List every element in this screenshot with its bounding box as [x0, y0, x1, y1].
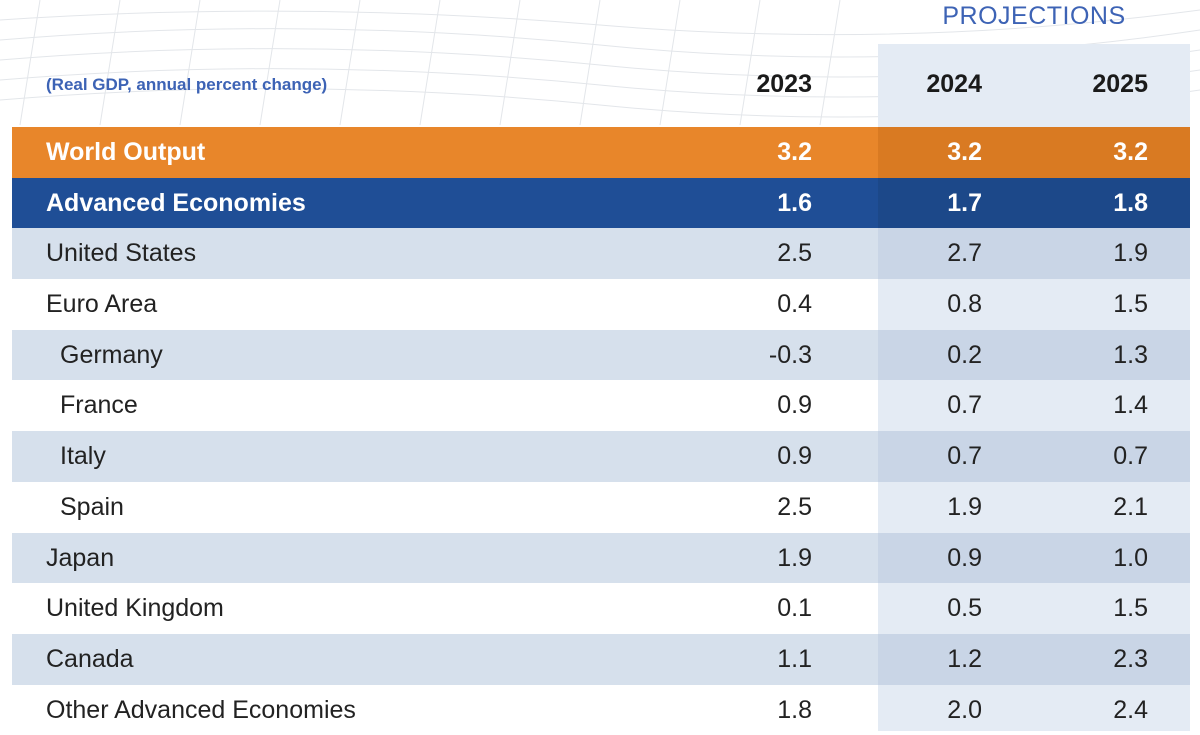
- row-label: Other Advanced Economies: [46, 695, 356, 724]
- row-label: Euro Area: [46, 290, 158, 319]
- value-cell-2024: 0.5: [947, 594, 982, 623]
- value-cell-2025: 1.4: [1113, 391, 1148, 420]
- value-cell-2023: 1.9: [777, 543, 812, 572]
- projection-cell-shade: [878, 127, 1190, 178]
- value-cell-2023: -0.3: [768, 340, 812, 369]
- value-cell-2024: 3.2: [947, 138, 982, 166]
- row-label: Italy: [60, 442, 106, 471]
- column-header-2025: 2025: [1092, 70, 1148, 98]
- table-row: Spain 2.5 1.9 2.1: [12, 482, 1190, 533]
- value-cell-2023: 1.6: [777, 188, 812, 217]
- value-cell-2023: 0.4: [777, 290, 812, 319]
- value-cell-2023: 3.2: [777, 138, 812, 166]
- value-cell-2025: 1.0: [1113, 543, 1148, 572]
- table-row: Euro Area 0.4 0.8 1.5: [12, 279, 1190, 330]
- value-cell-2024: 2.7: [947, 239, 982, 268]
- value-cell-2025: 1.5: [1113, 290, 1148, 319]
- column-header-2023: 2023: [756, 70, 812, 98]
- value-cell-2023: 0.9: [777, 391, 812, 420]
- row-label: France: [60, 391, 138, 420]
- value-cell-2024: 0.2: [947, 340, 982, 369]
- table-row: Advanced Economies 1.6 1.7 1.8: [12, 177, 1190, 229]
- value-cell-2023: 2.5: [777, 492, 812, 521]
- value-cell-2023: 1.8: [777, 695, 812, 724]
- table-header: (Real GDP, annual percent change) 2023 2…: [12, 60, 1190, 120]
- value-cell-2025: 1.8: [1113, 188, 1148, 217]
- value-cell-2024: 0.7: [947, 391, 982, 420]
- value-cell-2025: 2.4: [1113, 695, 1148, 724]
- table-row: Japan 1.9 0.9 1.0: [12, 532, 1190, 584]
- row-label: United States: [46, 239, 197, 268]
- table-row: Germany -0.3 0.2 1.3: [12, 329, 1190, 381]
- table-row: Canada 1.1 1.2 2.3: [12, 633, 1190, 685]
- table-row: United States 2.5 2.7 1.9: [12, 228, 1190, 280]
- table-row: Italy 0.9 0.7 0.7: [12, 431, 1190, 482]
- value-cell-2025: 1.9: [1113, 239, 1148, 268]
- row-label: United Kingdom: [46, 594, 224, 623]
- value-cell-2024: 1.7: [947, 188, 982, 217]
- table-subtitle: (Real GDP, annual percent change): [46, 75, 328, 94]
- value-cell-2024: 0.8: [947, 290, 982, 319]
- row-label: Germany: [60, 340, 163, 369]
- value-cell-2023: 1.1: [777, 644, 812, 673]
- value-cell-2024: 0.7: [947, 442, 982, 471]
- value-cell-2024: 1.2: [947, 644, 982, 673]
- projection-cell-shade: [878, 633, 1190, 685]
- value-cell-2025: 1.3: [1113, 340, 1148, 369]
- table-row: Other Advanced Economies 1.8 2.0 2.4: [12, 685, 1190, 735]
- value-cell-2023: 0.9: [777, 442, 812, 471]
- table-row: United Kingdom 0.1 0.5 1.5: [12, 583, 1190, 634]
- projection-cell-shade: [878, 329, 1190, 381]
- value-cell-2025: 0.7: [1113, 442, 1148, 471]
- gdp-growth-table: World Output 3.2 3.2 3.2 Advanced Economies 1…: [12, 127, 1190, 735]
- row-label: Advanced Economies: [46, 188, 306, 217]
- projection-cell-shade: [878, 228, 1190, 280]
- projection-cell-shade: [878, 177, 1190, 229]
- projection-cell-shade: [878, 431, 1190, 482]
- value-cell-2023: 2.5: [777, 239, 812, 268]
- table-row: France 0.9 0.7 1.4: [12, 380, 1190, 431]
- row-label: Canada: [46, 644, 134, 673]
- value-cell-2025: 1.5: [1113, 594, 1148, 623]
- row-label: Spain: [60, 492, 124, 521]
- row-label: World Output: [46, 138, 206, 166]
- projection-cell-shade: [878, 532, 1190, 584]
- table-row: World Output 3.2 3.2 3.2: [12, 127, 1190, 178]
- value-cell-2024: 1.9: [947, 492, 982, 521]
- value-cell-2025: 3.2: [1113, 138, 1148, 166]
- column-header-2024: 2024: [926, 70, 982, 98]
- value-cell-2024: 0.9: [947, 543, 982, 572]
- projections-label: PROJECTIONS: [942, 2, 1126, 30]
- row-label: Japan: [46, 543, 115, 572]
- value-cell-2024: 2.0: [947, 695, 982, 724]
- value-cell-2025: 2.1: [1113, 492, 1148, 521]
- value-cell-2023: 0.1: [777, 594, 812, 623]
- value-cell-2025: 2.3: [1113, 644, 1148, 673]
